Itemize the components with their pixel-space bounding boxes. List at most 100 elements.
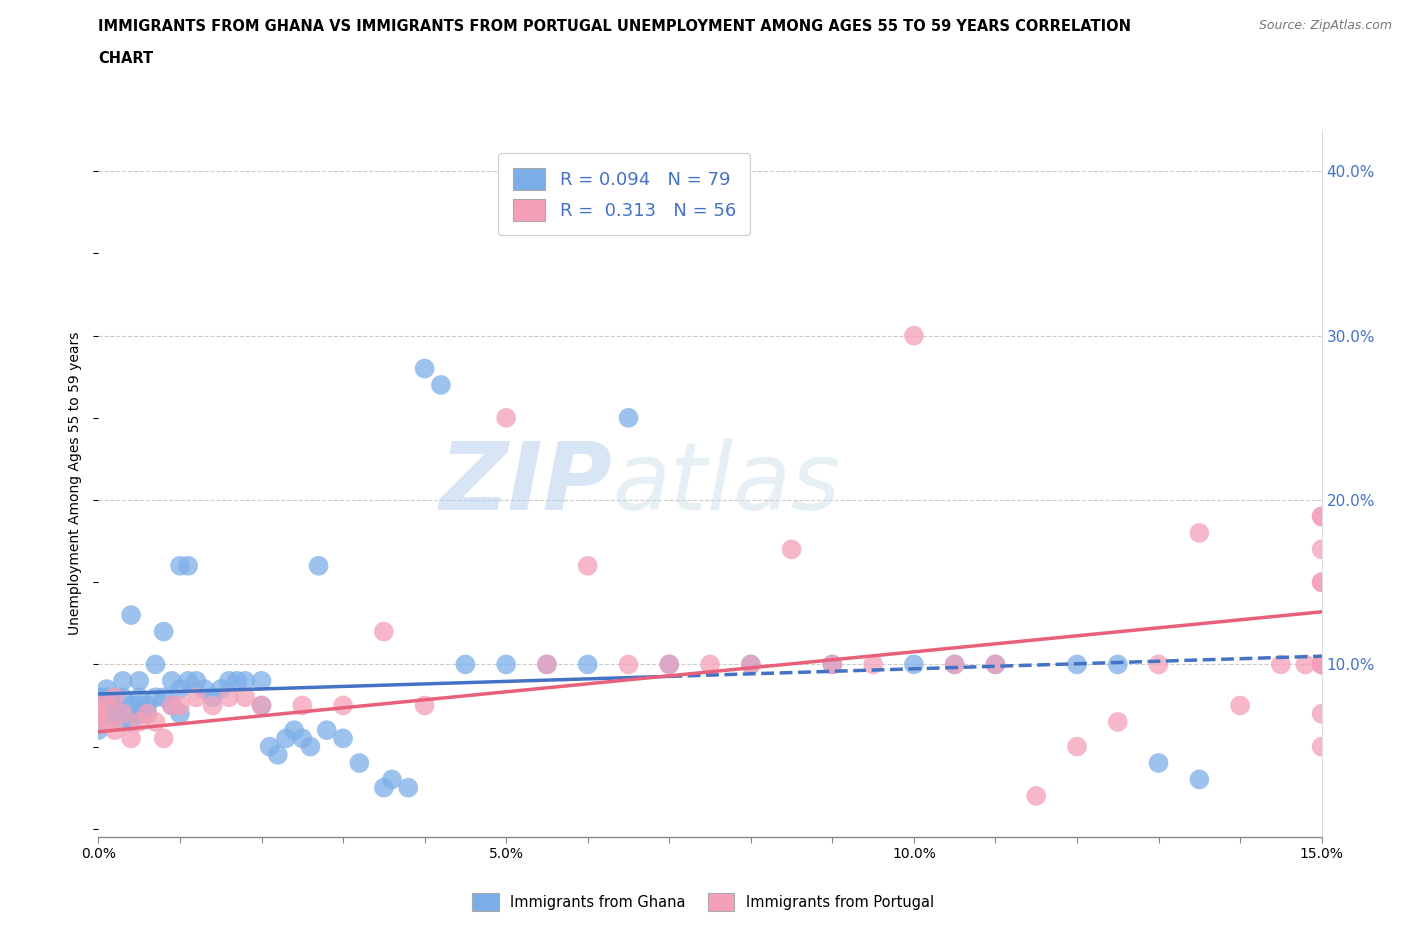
Point [87, 690, 110, 705]
Point [617, 657, 640, 671]
Point [233, 673, 256, 688]
Point [536, 657, 558, 671]
Point [169, 698, 191, 713]
Point [201, 698, 224, 713]
Point [821, 657, 844, 671]
Legend: R = 0.094   N = 79, R =  0.313   N = 56: R = 0.094 N = 79, R = 0.313 N = 56 [498, 153, 751, 235]
Point [87, 706, 110, 721]
Point [120, 731, 142, 746]
Point [111, 706, 134, 721]
Point [226, 673, 249, 688]
Point [250, 698, 273, 713]
Point [308, 558, 330, 573]
Point [1188, 525, 1211, 540]
Point [96, 690, 118, 705]
Point [104, 706, 127, 721]
Point [1310, 739, 1333, 754]
Point [136, 706, 159, 721]
Point [259, 739, 281, 754]
Point [87, 714, 110, 729]
Point [128, 673, 150, 688]
Point [373, 624, 395, 639]
Point [160, 673, 183, 688]
Point [152, 731, 174, 746]
Point [413, 698, 436, 713]
Point [862, 657, 884, 671]
Point [1188, 772, 1211, 787]
Text: ZIP: ZIP [439, 438, 612, 529]
Point [128, 714, 150, 729]
Point [136, 706, 159, 721]
Point [943, 657, 966, 671]
Point [87, 698, 110, 713]
Text: atlas: atlas [612, 438, 841, 529]
Point [104, 690, 127, 705]
Point [299, 739, 322, 754]
Point [430, 378, 453, 392]
Point [160, 698, 183, 713]
Point [87, 698, 110, 713]
Point [283, 723, 305, 737]
Point [193, 682, 215, 697]
Point [128, 698, 150, 713]
Point [780, 542, 803, 557]
Point [104, 723, 127, 737]
Point [128, 706, 150, 721]
Point [96, 706, 118, 721]
Point [111, 673, 134, 688]
Point [740, 657, 762, 671]
Point [1270, 657, 1292, 671]
Point [145, 657, 167, 671]
Point [169, 706, 191, 721]
Point [250, 673, 273, 688]
Y-axis label: Unemployment Among Ages 55 to 59 years: Unemployment Among Ages 55 to 59 years [69, 332, 83, 635]
Point [218, 673, 240, 688]
Point [96, 714, 118, 729]
Point [250, 698, 273, 713]
Point [658, 657, 681, 671]
Text: CHART: CHART [98, 51, 153, 66]
Point [1147, 657, 1170, 671]
Point [120, 698, 142, 713]
Point [1066, 657, 1088, 671]
Point [576, 558, 599, 573]
Point [111, 706, 134, 721]
Point [576, 657, 599, 671]
Point [1107, 714, 1129, 729]
Point [1107, 657, 1129, 671]
Point [169, 682, 191, 697]
Point [1310, 575, 1333, 590]
Point [536, 657, 558, 671]
Point [111, 690, 134, 705]
Point [821, 657, 844, 671]
Point [209, 682, 232, 697]
Point [145, 690, 167, 705]
Point [104, 698, 127, 713]
Point [136, 698, 159, 713]
Point [128, 690, 150, 705]
Point [160, 698, 183, 713]
Point [1310, 509, 1333, 524]
Point [658, 657, 681, 671]
Point [274, 731, 297, 746]
Point [1310, 657, 1333, 671]
Point [617, 410, 640, 425]
Point [984, 657, 1007, 671]
Text: Source: ZipAtlas.com: Source: ZipAtlas.com [1258, 19, 1392, 32]
Legend: Immigrants from Ghana, Immigrants from Portugal: Immigrants from Ghana, Immigrants from P… [465, 885, 941, 918]
Text: IMMIGRANTS FROM GHANA VS IMMIGRANTS FROM PORTUGAL UNEMPLOYMENT AMONG AGES 55 TO : IMMIGRANTS FROM GHANA VS IMMIGRANTS FROM… [98, 19, 1132, 33]
Point [495, 410, 517, 425]
Point [1066, 739, 1088, 754]
Point [903, 657, 925, 671]
Point [87, 714, 110, 729]
Point [1294, 657, 1316, 671]
Point [291, 698, 314, 713]
Point [332, 698, 354, 713]
Point [186, 673, 208, 688]
Point [1310, 542, 1333, 557]
Point [152, 624, 174, 639]
Point [381, 772, 404, 787]
Point [267, 748, 290, 763]
Point [96, 698, 118, 713]
Point [1025, 789, 1047, 804]
